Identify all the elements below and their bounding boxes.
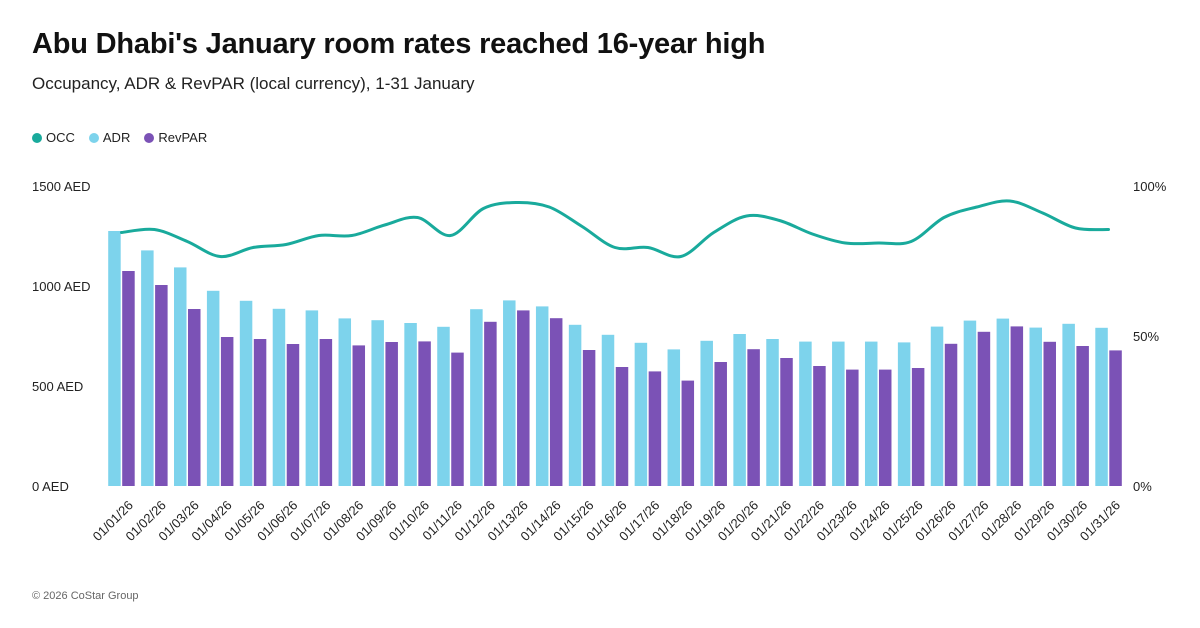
circle-icon [88,132,99,143]
adr-bar [239,300,253,486]
circle-icon [144,132,155,143]
adr-bar [1062,323,1075,486]
legend-item-revpar: RevPAR [144,130,207,145]
adr-bar [568,324,582,486]
adr-bar [832,341,845,486]
adr-bar [700,340,713,486]
revpar-bar [813,366,826,486]
revpar-bar [648,371,662,486]
legend-label-occ: OCC [46,130,75,145]
y-right-tick-label: 50% [1133,329,1159,344]
revpar-bar [615,367,629,486]
revpar-bar [714,362,727,486]
revpar-bar [846,369,859,486]
adr-bar [503,300,516,486]
y-left-tick-label: 500 AED [32,379,83,394]
revpar-bar [385,342,398,486]
revpar-bar [1109,350,1122,486]
chart-title: Abu Dhabi's January room rates reached 1… [32,28,766,60]
revpar-bar [155,285,168,486]
adr-bar [733,334,746,486]
revpar-bar [319,339,333,486]
adr-bar [996,318,1010,486]
chart-subtitle: Occupancy, ADR & RevPAR (local currency)… [32,74,475,93]
revpar-bar [944,343,958,486]
adr-bar [799,341,812,486]
occ-series-line [120,199,1110,259]
adr-bar [404,323,417,486]
revpar-bar [1076,346,1089,486]
revpar-bar [253,339,267,486]
legend-item-occ: OCC [32,130,75,145]
adr-bar [864,341,878,486]
adr-bar [634,342,648,486]
adr-bar [1029,327,1042,486]
adr-bar [470,309,483,486]
adr-bar [897,342,911,486]
adr-bar [1095,327,1108,486]
revpar-bar [1043,341,1056,486]
revpar-bar [484,321,497,486]
revpar-bar [188,309,201,486]
revpar-bar [582,350,596,486]
legend-label-revpar: RevPAR [158,130,208,145]
copyright-footer: © 2026 CoStar Group [32,590,139,602]
revpar-bar [286,344,300,486]
revpar-bar [517,310,530,486]
adr-bar [437,326,450,486]
revpar-bar [418,341,431,486]
adr-bar [930,326,944,486]
y-right-tick-label: 100% [1133,179,1167,194]
revpar-bar [780,358,793,486]
adr-bar [141,250,154,486]
legend-label-adr: ADR [102,130,131,145]
revpar-bar [681,380,695,486]
adr-bar [108,231,121,486]
y-left-tick-label: 0 AED [32,479,69,494]
adr-bar [305,310,319,486]
adr-bar [174,267,187,486]
adr-bar [272,308,286,486]
revpar-bar [911,368,925,486]
adr-bar [338,318,352,486]
revpar-bar [352,345,366,486]
revpar-bar [747,349,760,486]
revpar-bar [122,271,135,486]
revpar-bar [977,331,991,486]
adr-bar [206,290,220,486]
y-left-tick-label: 1000 AED [32,279,91,294]
adr-bar [667,349,681,486]
legend-item-adr: ADR [88,130,131,145]
adr-bar [766,339,779,486]
revpar-bar [220,337,234,486]
adr-bar [371,320,384,486]
adr-bar [963,320,977,486]
y-left-tick-label: 1500 AED [32,179,91,194]
revpar-bar [878,369,892,486]
circle-icon [32,132,42,143]
revpar-bar [451,352,464,486]
legend: OCC ADR RevPAR [32,130,207,145]
adr-bar [601,334,615,486]
revpar-bar [549,318,563,486]
revpar-bar [1010,326,1024,486]
adr-bar [535,306,549,486]
y-right-tick-label: 0% [1133,479,1152,494]
